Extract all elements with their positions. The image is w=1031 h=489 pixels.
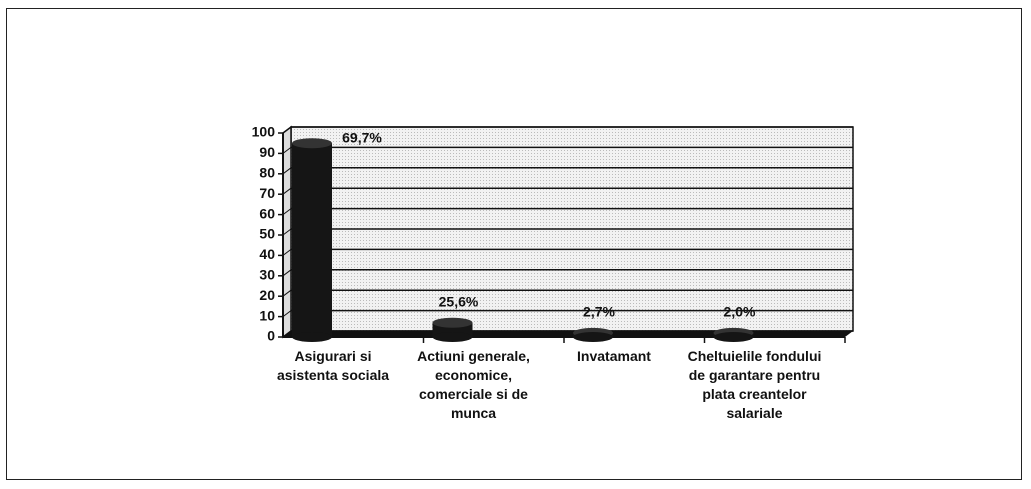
y-tick-label: 70 (259, 185, 275, 201)
y-tick-label: 10 (259, 307, 275, 323)
floor (283, 331, 853, 337)
annotation: 69,7% (342, 130, 382, 146)
grid-line (282, 228, 292, 236)
annotation: 2,0% (724, 304, 756, 320)
grid-line (282, 208, 292, 216)
grid-line (282, 310, 292, 318)
x-tick-label: Invatamant (577, 348, 651, 364)
frame (6, 8, 1022, 480)
bar (573, 327, 613, 342)
grid-line (282, 187, 292, 195)
y-tick-label: 90 (259, 144, 275, 160)
annotation: 2,7% (583, 304, 615, 320)
y-tick-label: 20 (259, 287, 275, 303)
annotation: 25,6% (439, 293, 479, 309)
x-tick-label: Cheltuielile fondului de garantare pentr… (687, 348, 822, 421)
y-tick-label: 30 (259, 267, 275, 283)
y-tick-label: 40 (259, 246, 275, 262)
bar (432, 317, 473, 342)
bar (713, 327, 754, 342)
y-tick-label: 60 (259, 205, 275, 221)
grid-line (282, 248, 292, 256)
grid-line (282, 126, 292, 134)
grid-line (282, 269, 292, 277)
y-tick-label: 100 (252, 124, 276, 140)
bar (292, 138, 332, 342)
grid-line (282, 146, 292, 154)
y-tick-label: 0 (267, 328, 275, 344)
x-tick-label: Asigurari si asistenta sociala (276, 348, 390, 383)
y-tick-label: 80 (259, 165, 275, 181)
grid-line (282, 289, 292, 297)
y-tick-label: 50 (259, 226, 275, 242)
x-tick-label: Actiuni generale, economice, comerciale … (417, 348, 530, 421)
grid-line (282, 167, 292, 175)
